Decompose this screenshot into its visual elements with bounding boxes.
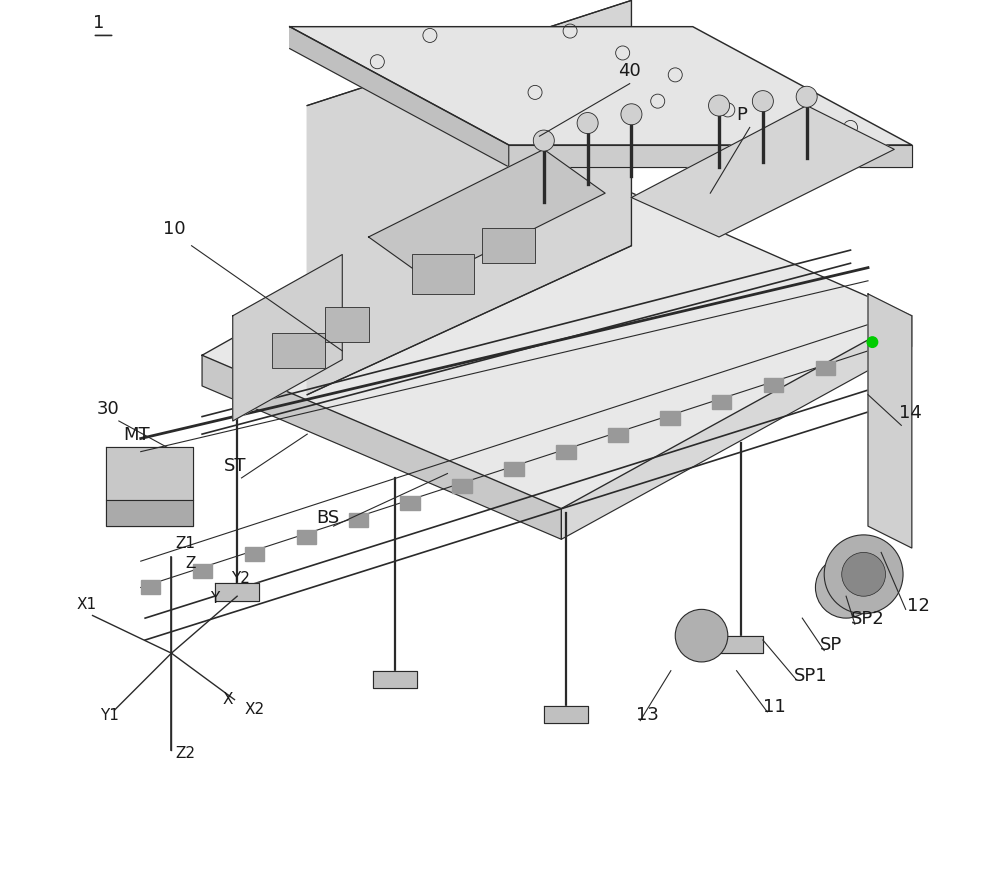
Bar bbox=[482, 229, 535, 264]
Text: Y: Y bbox=[210, 590, 219, 605]
Text: 13: 13 bbox=[636, 705, 659, 723]
Bar bbox=[452, 479, 472, 493]
Text: SP1: SP1 bbox=[794, 666, 827, 684]
Bar bbox=[608, 428, 628, 443]
Text: 30: 30 bbox=[97, 399, 120, 417]
Polygon shape bbox=[307, 2, 631, 395]
Bar bbox=[712, 395, 731, 409]
Text: 40: 40 bbox=[618, 62, 641, 80]
Bar bbox=[400, 496, 420, 510]
Bar bbox=[141, 580, 160, 594]
Polygon shape bbox=[233, 255, 342, 421]
Text: P: P bbox=[737, 106, 747, 124]
Text: SP: SP bbox=[820, 636, 842, 653]
Text: Z1: Z1 bbox=[176, 536, 196, 551]
Circle shape bbox=[815, 558, 877, 618]
Text: 1: 1 bbox=[93, 14, 104, 32]
Circle shape bbox=[621, 104, 642, 126]
Text: X2: X2 bbox=[244, 702, 264, 716]
Polygon shape bbox=[106, 500, 193, 527]
Bar bbox=[272, 334, 325, 369]
Text: BS: BS bbox=[316, 508, 339, 527]
Polygon shape bbox=[202, 159, 912, 509]
Bar bbox=[556, 446, 576, 460]
Circle shape bbox=[577, 113, 598, 134]
Bar bbox=[297, 530, 316, 544]
Bar bbox=[816, 362, 835, 376]
Text: SP2: SP2 bbox=[850, 609, 884, 627]
Text: MT: MT bbox=[123, 426, 150, 443]
Polygon shape bbox=[719, 636, 763, 653]
Circle shape bbox=[752, 91, 773, 112]
Text: 10: 10 bbox=[163, 220, 185, 238]
Bar bbox=[868, 344, 887, 358]
Polygon shape bbox=[369, 150, 605, 282]
Bar bbox=[504, 463, 524, 477]
Bar bbox=[193, 564, 212, 578]
Text: Y2: Y2 bbox=[231, 570, 250, 585]
Circle shape bbox=[533, 131, 554, 152]
Circle shape bbox=[796, 87, 817, 108]
Bar bbox=[660, 412, 680, 426]
Bar bbox=[349, 514, 368, 528]
Polygon shape bbox=[373, 671, 417, 688]
Polygon shape bbox=[202, 356, 561, 540]
Bar bbox=[764, 378, 783, 392]
Text: 14: 14 bbox=[899, 404, 922, 421]
Bar bbox=[412, 255, 474, 295]
Polygon shape bbox=[544, 706, 588, 723]
Circle shape bbox=[867, 337, 878, 348]
Text: Z2: Z2 bbox=[176, 745, 196, 760]
Polygon shape bbox=[215, 583, 259, 601]
Circle shape bbox=[675, 609, 728, 662]
Polygon shape bbox=[868, 295, 912, 549]
Polygon shape bbox=[631, 106, 894, 238]
Text: ST: ST bbox=[224, 456, 246, 474]
Circle shape bbox=[824, 536, 903, 614]
Polygon shape bbox=[290, 27, 912, 146]
Bar bbox=[245, 547, 264, 561]
Polygon shape bbox=[290, 27, 509, 168]
Text: X1: X1 bbox=[77, 596, 97, 611]
Polygon shape bbox=[561, 316, 912, 540]
Polygon shape bbox=[106, 448, 193, 500]
Text: 12: 12 bbox=[907, 596, 930, 614]
Circle shape bbox=[709, 96, 730, 117]
Polygon shape bbox=[509, 146, 912, 168]
Bar bbox=[325, 307, 369, 342]
Text: Y1: Y1 bbox=[100, 707, 118, 722]
Text: Z: Z bbox=[185, 555, 196, 571]
Circle shape bbox=[842, 553, 886, 596]
Text: 11: 11 bbox=[763, 697, 786, 715]
Text: X: X bbox=[222, 691, 233, 706]
